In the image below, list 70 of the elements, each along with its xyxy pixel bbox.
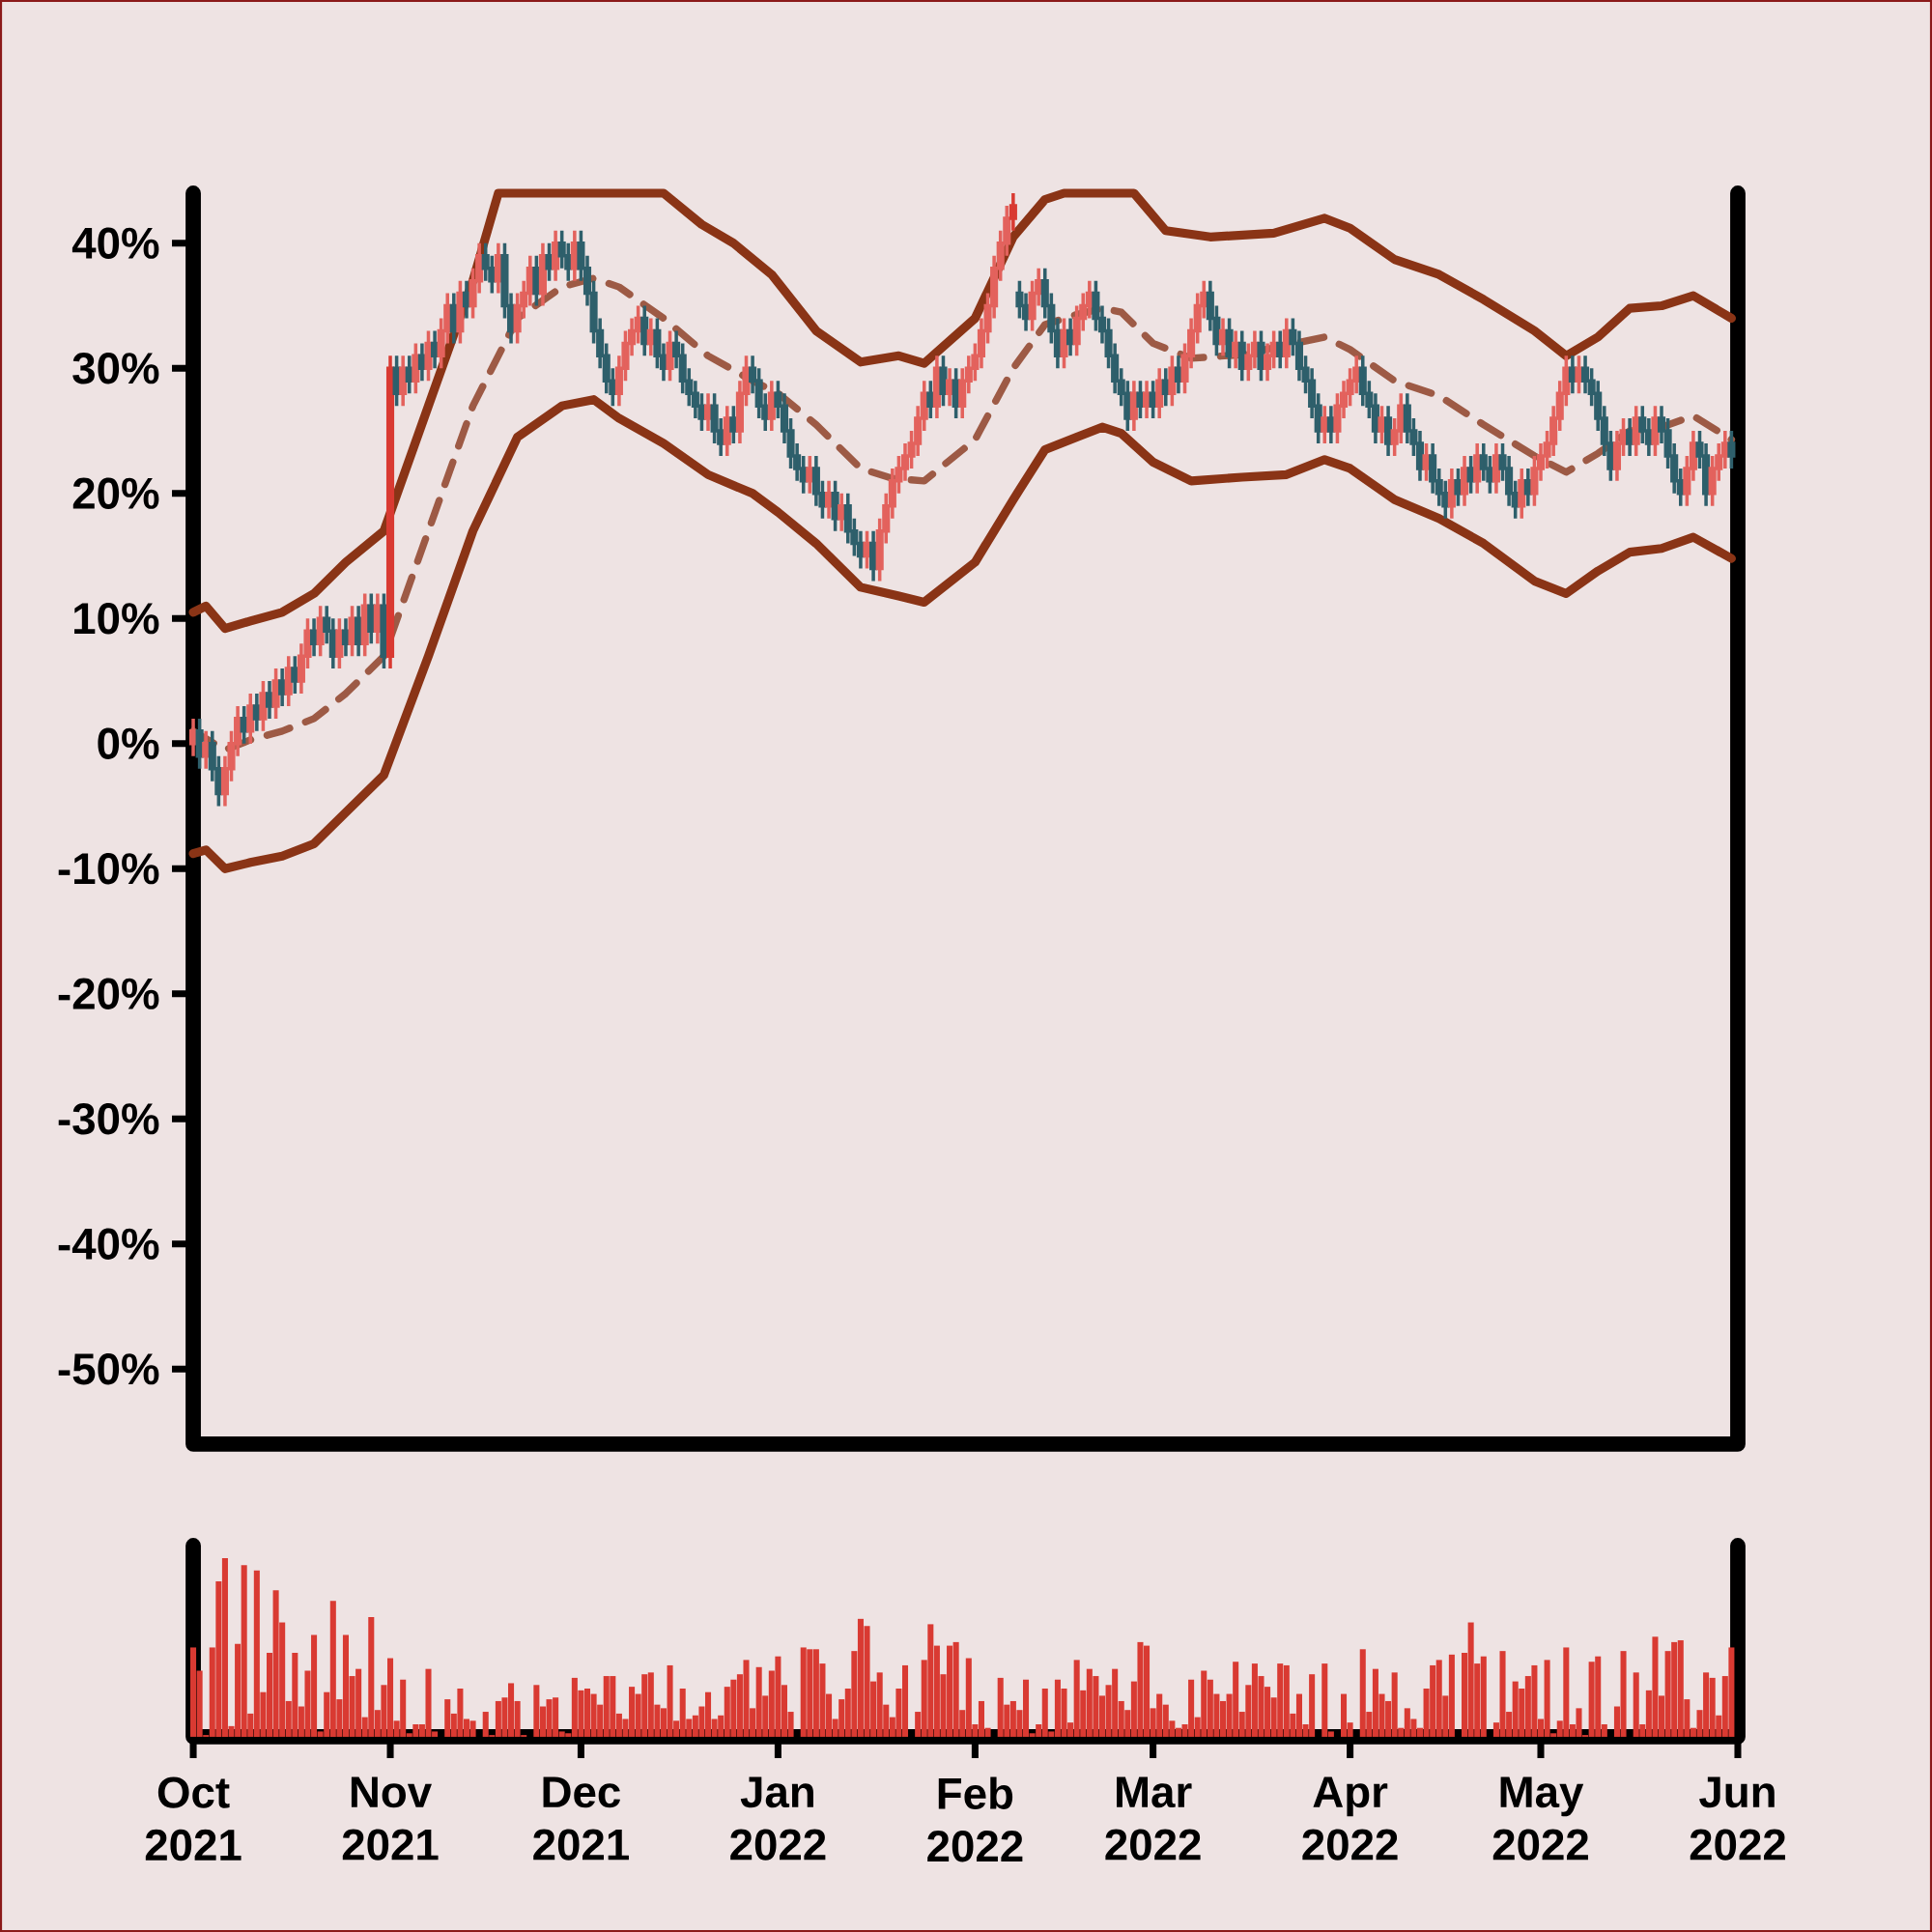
candlestick xyxy=(1257,328,1265,384)
candlestick xyxy=(552,229,560,283)
candlestick xyxy=(456,278,465,346)
candlestick xyxy=(1626,416,1634,458)
candlestick xyxy=(1473,441,1482,496)
x-tick-label: Dec 2021 xyxy=(533,1776,629,1861)
x-tick-label: Oct 2021 xyxy=(145,1776,242,1861)
candlestick xyxy=(1066,316,1075,358)
candlestick xyxy=(1282,316,1291,371)
candlestick xyxy=(278,667,287,708)
candlestick xyxy=(869,528,878,583)
candlestick xyxy=(1447,467,1456,521)
y-tick-label: 0% xyxy=(98,727,159,759)
candlestick xyxy=(265,679,274,721)
candlestick xyxy=(723,404,731,458)
x-tick-label: Apr 2022 xyxy=(1302,1776,1398,1861)
candlestick xyxy=(1492,441,1500,496)
candlestick xyxy=(1060,316,1068,371)
candlestick xyxy=(431,328,440,371)
candlestick xyxy=(666,328,674,384)
x-tick-label: Jan 2022 xyxy=(730,1776,826,1861)
candlestick xyxy=(703,391,713,433)
candlestick xyxy=(1161,366,1170,408)
x-tick-label: Jun 2022 xyxy=(1690,1776,1785,1861)
candlestick xyxy=(838,492,846,533)
y-tick-label: -30% xyxy=(58,1103,159,1135)
y-tick-label: 20% xyxy=(72,477,159,509)
candlestick xyxy=(538,242,548,308)
y-tick-label: 40% xyxy=(71,227,159,259)
y-tick-label: -40% xyxy=(58,1228,159,1260)
candlestick xyxy=(939,354,948,408)
y-tick-label: 30% xyxy=(72,353,159,384)
candlestick xyxy=(946,366,954,408)
candlestick xyxy=(259,679,268,733)
candlestick xyxy=(1384,404,1393,458)
y-tick-label: -10% xyxy=(58,853,159,885)
x-tick-label: Nov 2021 xyxy=(342,1776,439,1861)
x-tick-label: Mar 2022 xyxy=(1105,1776,1201,1861)
candlestick xyxy=(310,616,319,658)
candlestick xyxy=(1460,454,1469,508)
y-tick-label: 10% xyxy=(74,603,159,635)
candlestick xyxy=(1218,316,1228,358)
y-tick-label: -20% xyxy=(58,978,159,1009)
candlestick xyxy=(1232,328,1240,371)
candlestick xyxy=(252,692,261,733)
candlestick xyxy=(188,717,198,758)
candlestick xyxy=(640,303,649,358)
candlestick xyxy=(202,729,211,771)
candlestick xyxy=(1129,379,1138,433)
x-tick-label: Feb 2022 xyxy=(927,1776,1023,1862)
candlestick xyxy=(399,354,408,408)
candlestick xyxy=(462,278,471,321)
candlestick xyxy=(1727,429,1736,470)
candlestick xyxy=(824,479,834,521)
candlestick xyxy=(335,616,344,670)
candlestick xyxy=(355,604,363,658)
candlestick xyxy=(385,354,395,670)
candlestick xyxy=(1651,404,1660,458)
candlestick xyxy=(1518,467,1526,521)
candlestick xyxy=(767,379,776,433)
candlestick xyxy=(424,328,433,384)
y-tick-label: -50% xyxy=(58,1353,159,1385)
candlestick xyxy=(1142,379,1151,420)
candlestick xyxy=(1276,328,1285,371)
candlestick xyxy=(1009,191,1017,233)
candlestick xyxy=(1168,354,1177,408)
candlestick xyxy=(246,692,255,746)
candlestick xyxy=(1155,366,1164,420)
x-tick-label: May 2022 xyxy=(1492,1776,1588,1861)
candlestick xyxy=(412,341,420,395)
